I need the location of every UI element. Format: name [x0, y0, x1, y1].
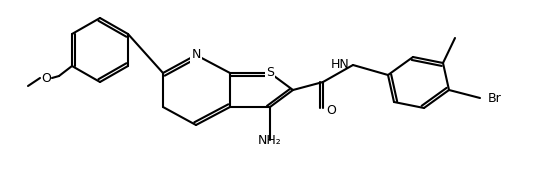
- Text: S: S: [266, 66, 274, 79]
- Text: N: N: [191, 48, 201, 62]
- Text: NH₂: NH₂: [258, 134, 282, 146]
- Text: HN: HN: [331, 59, 350, 71]
- Text: O: O: [41, 71, 51, 85]
- Text: O: O: [326, 104, 336, 116]
- Text: Br: Br: [488, 92, 502, 105]
